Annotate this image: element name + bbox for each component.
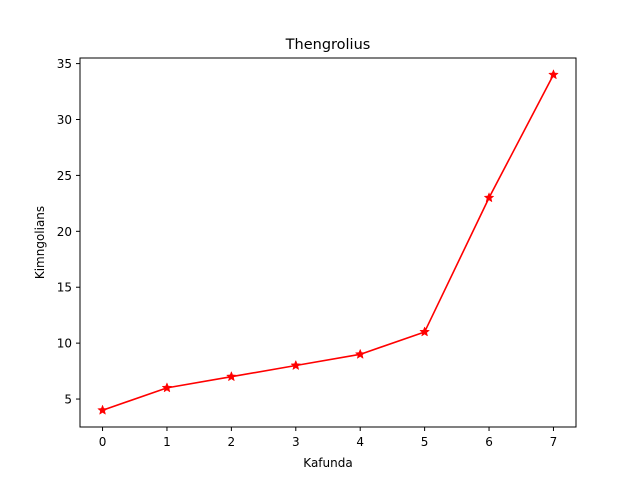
x-tick-label: 2: [228, 435, 236, 449]
data-point-star-icon: [548, 69, 559, 80]
x-tick-label: 7: [550, 435, 558, 449]
x-tick-label: 4: [356, 435, 364, 449]
x-axis-label: Kafunda: [303, 456, 352, 470]
data-point-star-icon: [161, 382, 173, 393]
data-point-star-icon: [97, 404, 108, 415]
y-tick-label: 25: [57, 169, 72, 183]
x-tick-label: 1: [163, 435, 171, 449]
y-tick-label: 5: [64, 393, 72, 407]
series-line: [102, 74, 555, 411]
plot-frame: [79, 57, 577, 428]
x-tick-label: 5: [421, 435, 429, 449]
data-point-star-icon: [354, 348, 366, 359]
y-tick-label: 35: [57, 57, 72, 71]
x-axis-ticks: 0 1 2 3 4 5 6 7: [99, 427, 558, 449]
x-tick-label: 0: [99, 435, 107, 449]
x-tick-label: 3: [292, 435, 300, 449]
y-tick-label: 15: [57, 281, 72, 295]
series-layer: [97, 69, 559, 415]
data-point-star-icon: [225, 371, 237, 382]
chart-title: Thengrolius: [285, 37, 371, 53]
y-tick-label: 30: [57, 113, 72, 127]
data-point-star-icon: [290, 359, 302, 371]
y-tick-label: 10: [57, 337, 72, 351]
x-tick-label: 6: [485, 435, 493, 449]
y-axis-ticks: 5 10 15 20 25 30 35: [57, 57, 80, 407]
plot-area: [80, 58, 576, 427]
y-tick-label: 20: [57, 225, 72, 239]
data-point-star-icon: [483, 192, 495, 203]
y-axis-label: Kimngolians: [33, 206, 47, 279]
data-point-star-icon: [419, 326, 431, 337]
